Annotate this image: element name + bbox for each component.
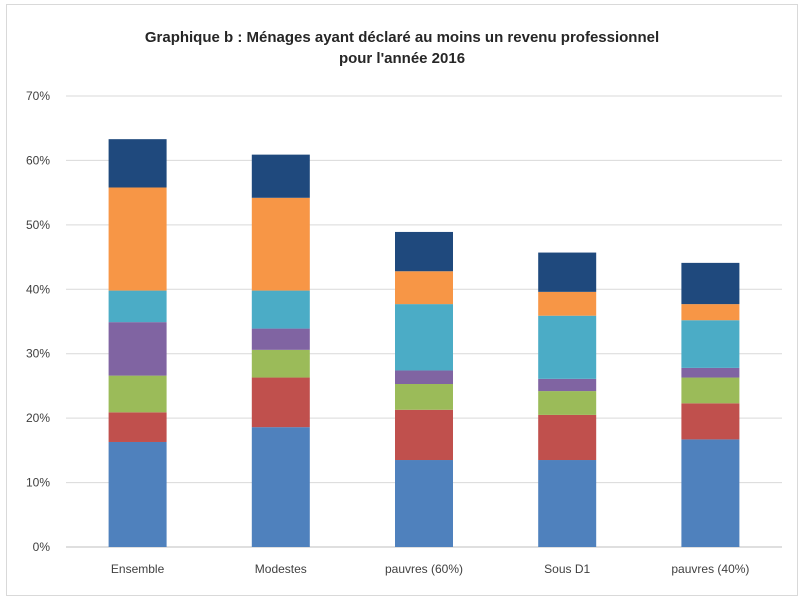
bar-segment [538,414,597,461]
x-tick-label: Modestes [255,562,307,576]
chart-title-block: Graphique b : Ménages ayant déclaré au m… [7,27,797,69]
y-tick-label: 60% [26,153,50,167]
bar-segment [395,231,453,272]
bar-segment [538,391,597,415]
x-axis-tick-labels: Ensemble Modestes pauvres (60%) Sous D1 pauv… [111,562,750,576]
y-tick-label: 0% [33,540,51,554]
bar-segment [681,262,740,305]
y-tick-label: 10% [26,476,50,490]
x-tick-label: Ensemble [111,562,165,576]
y-tick-label: 70% [26,89,50,103]
bars [108,139,740,547]
y-axis-tick-labels: 0% 10% 20% 30% 40% 50% 60% 70% [26,89,50,554]
bar-segment [108,187,167,291]
bar-segment [251,154,310,198]
bar-segment [251,349,310,378]
bar-segment [108,290,167,323]
bar-segment [108,322,167,376]
bar-segment [251,427,310,547]
y-tick-label: 30% [26,347,50,361]
y-tick-label: 50% [26,218,50,232]
bar-segment [395,304,453,371]
bar-segment [681,304,740,321]
bar-segment [538,315,597,379]
bar-segment [681,320,740,368]
y-tick-label: 40% [26,282,50,296]
bar-segment [538,291,597,316]
bar-segment [395,383,453,410]
x-tick-label: pauvres (40%) [671,562,749,576]
x-tick-label: pauvres (60%) [385,562,463,576]
bar-segment [251,328,310,350]
bar-segment [681,403,740,440]
bar-segment [538,378,597,392]
bar-segment [395,271,453,305]
bar-segment [108,139,167,188]
bar-segment [395,460,453,547]
bar-segment [681,377,740,404]
bar-segment [538,460,597,547]
bar-segment [681,367,740,378]
bar-segment [538,252,597,292]
bar-segment [108,412,167,442]
x-tick-label: Sous D1 [544,562,590,576]
chart-title: Graphique b : Ménages ayant déclaré au m… [144,29,660,46]
bar-segment [251,197,310,291]
bar-segment [251,377,310,428]
bar-segment [251,290,310,329]
bar-segment [395,409,453,461]
y-tick-label: 20% [26,411,50,425]
bar-segment [108,375,167,413]
bar-segment [108,441,167,547]
bar-segment [395,370,453,384]
chart-subtitle: pour l'année 2016 [338,50,466,67]
bar-segment [681,439,740,547]
